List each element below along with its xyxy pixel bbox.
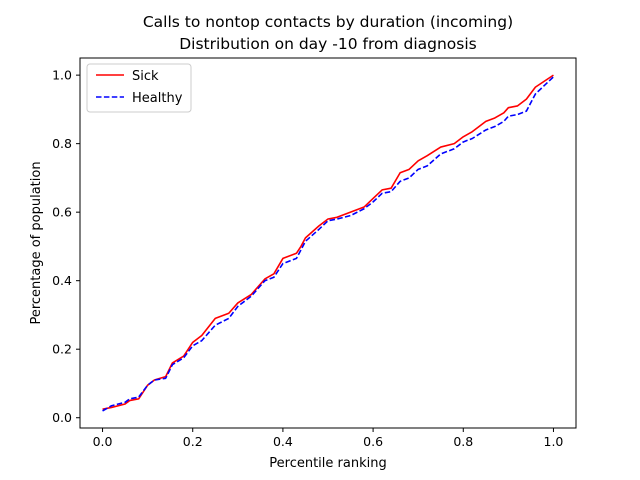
y-axis: 0.0 0.2 0.4 0.6 0.8 1.0 xyxy=(52,68,80,425)
legend-box xyxy=(86,63,192,113)
legend-healthy-label: Healthy xyxy=(132,91,183,106)
x-tick-label: 0.8 xyxy=(453,434,473,449)
series-line-sick xyxy=(102,74,554,410)
y-tick-label: 0.8 xyxy=(52,136,72,151)
x-tick-label: 1.0 xyxy=(544,434,564,449)
x-axis-label: Percentile ranking xyxy=(269,456,386,471)
y-tick-label: 1.0 xyxy=(52,68,72,83)
legend-sick-label: Sick xyxy=(132,69,159,84)
x-axis: 0.0 0.2 0.4 0.6 0.8 1.0 xyxy=(93,428,564,449)
legend: Sick Healthy xyxy=(86,63,192,113)
x-tick-label: 0.2 xyxy=(183,434,203,449)
series-layer xyxy=(102,74,555,412)
y-tick-label: 0.4 xyxy=(52,273,72,288)
x-tick-label: 0.4 xyxy=(273,434,293,449)
series-line-healthy xyxy=(102,76,555,412)
y-axis-label: Percentage of population xyxy=(29,161,44,324)
chart-title: Calls to nontop contacts by duration (in… xyxy=(143,13,513,31)
x-tick-label: 0.6 xyxy=(363,434,383,449)
x-tick-label: 0.0 xyxy=(93,434,113,449)
plot-frame xyxy=(79,57,577,429)
y-tick-label: 0.2 xyxy=(52,342,72,357)
y-tick-label: 0.0 xyxy=(52,410,72,425)
y-tick-label: 0.6 xyxy=(52,205,72,220)
chart-subtitle: Distribution on day -10 from diagnosis xyxy=(179,35,477,53)
